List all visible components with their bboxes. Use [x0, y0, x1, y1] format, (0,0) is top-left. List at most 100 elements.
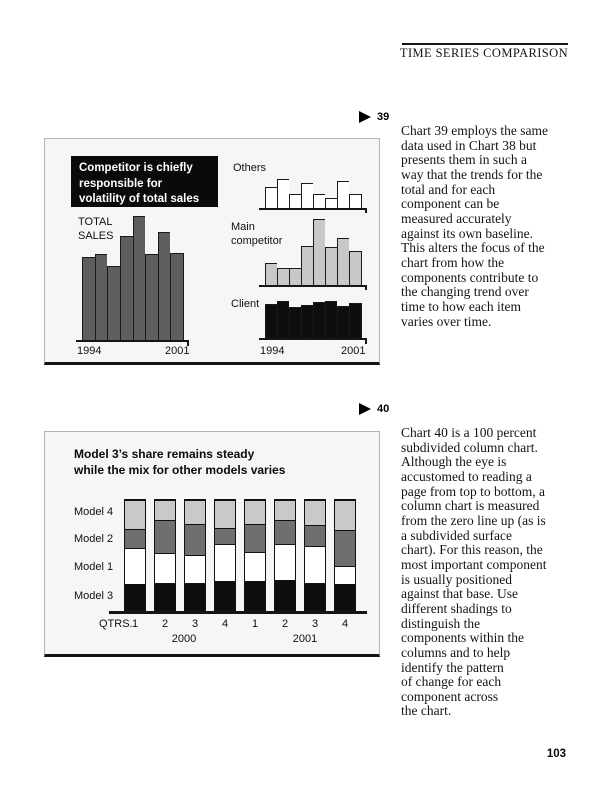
segment-model-2: [185, 524, 205, 555]
exhibit-panel-40: Model 3’s share remains steady while the…: [44, 431, 380, 657]
bar: [82, 257, 95, 340]
axis-tick: [187, 340, 189, 346]
segment-model-4: [305, 500, 325, 526]
segment-model-1: [215, 544, 235, 582]
others-bar-chart: [265, 179, 362, 208]
stacked-column: [154, 499, 176, 611]
segment-model-3: [185, 582, 205, 610]
segment-model-3: [215, 581, 235, 610]
segment-model-1: [245, 551, 265, 582]
client-bar-chart: [265, 301, 362, 338]
quarter-label: 3: [311, 618, 319, 630]
segment-model-4: [215, 500, 235, 528]
bar: [107, 266, 120, 340]
segment-model-1: [125, 548, 145, 584]
segment-model-4: [125, 500, 145, 529]
segment-model-1: [275, 544, 295, 581]
segment-model-2: [275, 519, 295, 545]
x-label-1994: 1994: [77, 345, 102, 357]
chart-40-caption: Chart 40 is a 100 percent subdivided col…: [401, 425, 547, 719]
x-label-2001: 2001: [165, 345, 190, 357]
quarter-label: 4: [341, 618, 349, 630]
segment-model-1: [155, 552, 175, 583]
others-axis: [259, 208, 367, 210]
segment-model-2: [125, 528, 145, 549]
total-sales-axis: [76, 340, 189, 342]
quarter-label: 1: [131, 618, 139, 630]
stacked-column: [124, 499, 146, 611]
figure-number: 39: [377, 111, 390, 123]
bar: [337, 306, 349, 338]
year-label-2001: 2001: [292, 633, 318, 645]
running-header: TIME SERIES COMPARISON: [399, 46, 568, 60]
chart-40-axis: [109, 611, 367, 614]
bar: [157, 232, 171, 340]
bar: [119, 236, 133, 340]
triangle-icon: [359, 403, 371, 415]
segment-model-4: [335, 500, 355, 530]
main-competitor-axis: [259, 285, 367, 287]
segment-model-1: [185, 555, 205, 583]
others-label: Others: [233, 162, 267, 174]
bar: [277, 301, 289, 338]
bar: [170, 253, 184, 340]
bar: [145, 254, 158, 340]
row-label-model-4: Model 4: [74, 506, 114, 518]
bar: [289, 194, 301, 208]
triangle-icon: [359, 111, 371, 123]
bar: [349, 251, 362, 285]
bar: [325, 198, 337, 208]
bar: [132, 216, 146, 340]
chart-40-headline: Model 3’s share remains steady while the…: [74, 447, 286, 477]
segment-model-4: [155, 500, 175, 520]
bar: [277, 179, 289, 208]
bar: [349, 303, 362, 338]
segment-model-3: [245, 581, 265, 610]
figure-40-marker: 40: [359, 403, 389, 415]
main-competitor-bar-chart: [265, 219, 362, 285]
segment-model-3: [335, 583, 355, 610]
bar: [301, 305, 313, 338]
bar: [265, 187, 277, 208]
segment-model-4: [275, 500, 295, 520]
page-number: 103: [546, 748, 566, 760]
segment-model-1: [305, 546, 325, 583]
figure-number: 40: [377, 403, 390, 415]
row-label-model-1: Model 1: [74, 561, 114, 573]
quarter-label: 3: [191, 618, 199, 630]
bar: [265, 263, 277, 285]
bar: [265, 304, 277, 338]
quarter-labels-row: 1 2 3 4 1 2 3 4: [124, 618, 356, 630]
segment-model-3: [125, 583, 145, 610]
x-label-1994: 1994: [260, 345, 285, 357]
stacked-column: [304, 499, 326, 611]
quarter-label: 2: [161, 618, 169, 630]
bar: [313, 219, 325, 285]
bar: [301, 183, 313, 208]
qtrs-label: QTRS.: [99, 618, 133, 630]
segment-model-4: [185, 500, 205, 525]
quarter-label: 2: [281, 618, 289, 630]
segment-model-2: [215, 527, 235, 545]
segment-model-3: [305, 582, 325, 610]
total-sales-bar-chart: [82, 216, 184, 340]
bar: [313, 194, 325, 208]
axis-tick: [365, 285, 367, 290]
client-label: Client: [231, 298, 260, 310]
stacked-column: [274, 499, 296, 611]
axis-tick: [365, 208, 367, 213]
bar: [94, 254, 108, 340]
stacked-column: [244, 499, 266, 611]
quarter-label: 1: [251, 618, 259, 630]
client-axis: [259, 338, 367, 340]
x-label-2001: 2001: [341, 345, 366, 357]
bar: [289, 307, 301, 338]
bar: [325, 301, 337, 338]
year-label-2000: 2000: [171, 633, 197, 645]
stacked-column: [214, 499, 236, 611]
bar: [301, 246, 313, 285]
stacked-column: [184, 499, 206, 611]
stacked-column: [334, 499, 356, 611]
segment-model-1: [335, 566, 355, 584]
